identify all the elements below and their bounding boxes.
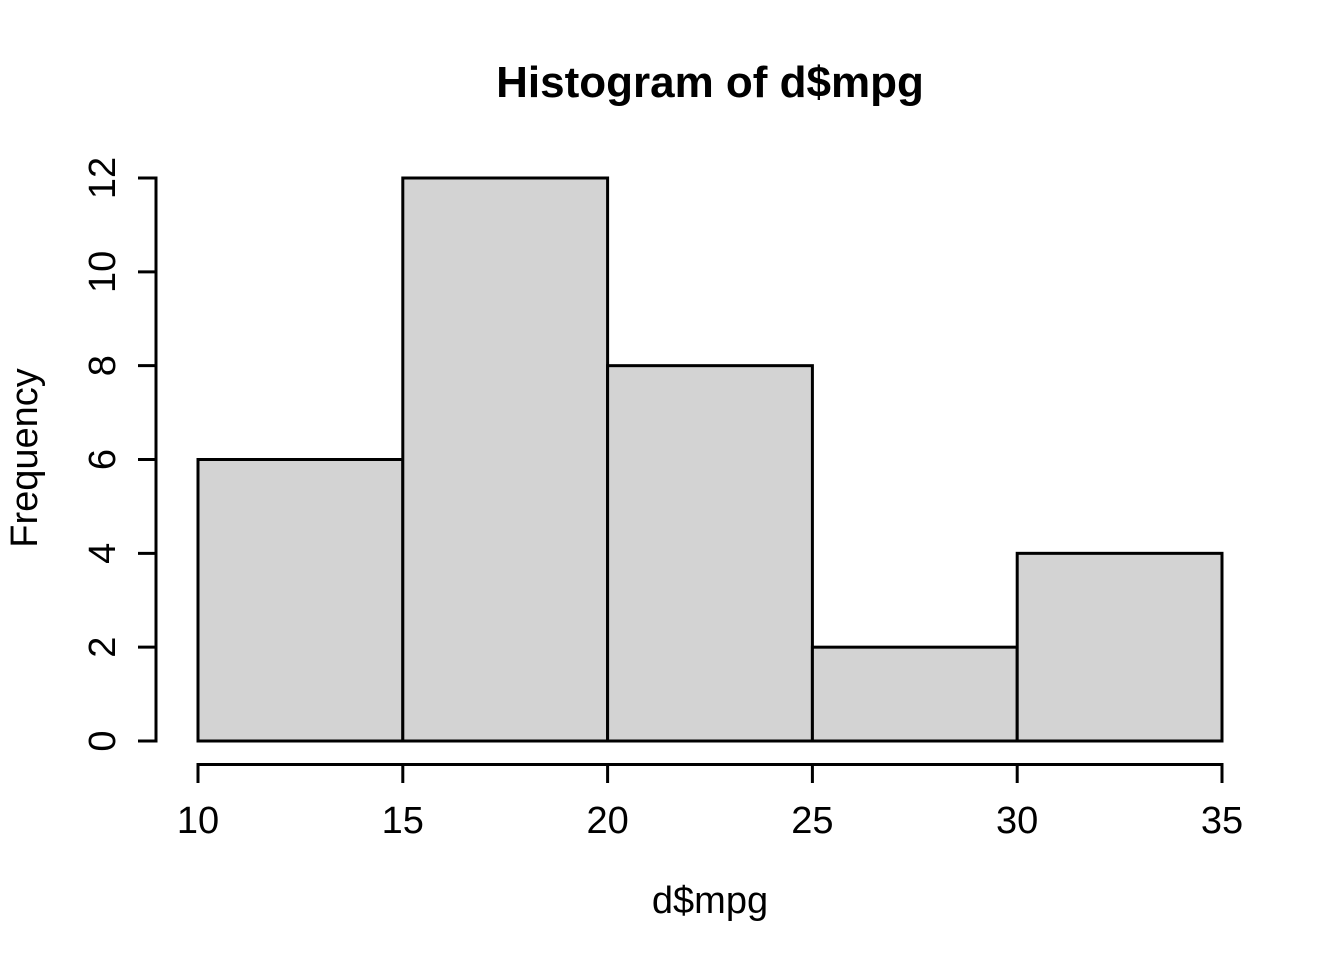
- y-tick-label: 0: [82, 730, 124, 751]
- histogram-bar: [810, 645, 1019, 743]
- y-tick-label: 4: [82, 543, 124, 564]
- chart-title: Histogram of d$mpg: [496, 58, 924, 107]
- y-tick-label: 10: [82, 251, 124, 293]
- histogram-bar: [401, 176, 610, 743]
- x-tick-label: 30: [996, 800, 1038, 842]
- x-tick-label: 15: [382, 800, 424, 842]
- x-tick-label: 25: [791, 800, 833, 842]
- y-tick-label: 8: [82, 355, 124, 376]
- y-axis: 0 2 4 6 8 10 12: [82, 157, 158, 752]
- x-axis: 10 15 20 25 30 35: [177, 763, 1243, 842]
- y-tick-label: 12: [82, 157, 124, 199]
- x-tick-label: 10: [177, 800, 219, 842]
- histogram-bar: [196, 458, 405, 743]
- x-tick-label: 35: [1201, 800, 1243, 842]
- histogram-bars: [196, 176, 1224, 743]
- y-tick-label: 6: [82, 449, 124, 470]
- y-axis-label: Frequency: [4, 368, 46, 548]
- x-axis-label: d$mpg: [652, 880, 768, 922]
- x-tick-label: 20: [586, 800, 628, 842]
- histogram-bar: [606, 364, 814, 743]
- y-tick-label: 2: [82, 637, 124, 658]
- histogram-bar: [1015, 551, 1224, 743]
